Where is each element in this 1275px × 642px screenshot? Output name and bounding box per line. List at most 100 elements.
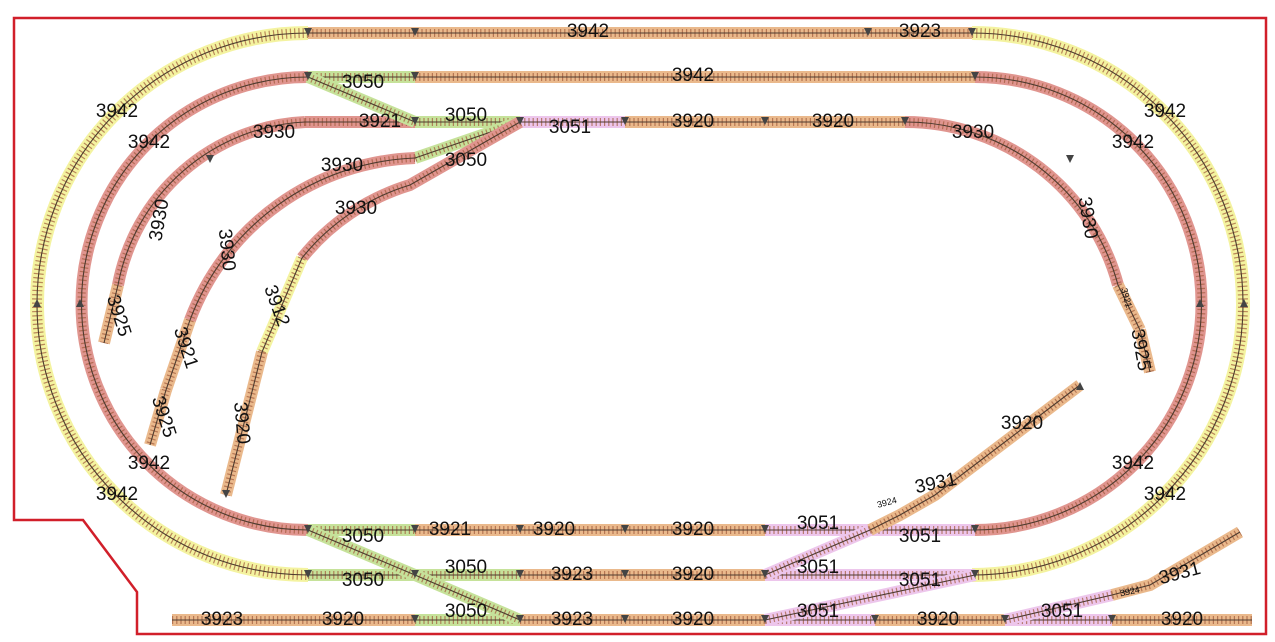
- track-label-bot1-3920-b: 3920: [672, 519, 714, 540]
- diag-branch-rail: [869, 384, 1081, 531]
- joint-marker: [971, 570, 979, 578]
- joint-marker: [1108, 615, 1116, 623]
- cross-top-1-rail: [307, 76, 416, 123]
- joint-marker: [901, 117, 909, 125]
- track-label-bot3-3923-a: 3923: [201, 609, 243, 630]
- joint-marker: [1196, 299, 1204, 307]
- track-label-bot2-3920: 3920: [672, 564, 714, 585]
- fifth-curve: [297, 116, 523, 262]
- track-label-sw-3050-f: 3050: [342, 570, 384, 591]
- joint-marker: [621, 525, 629, 533]
- joint-marker: [304, 72, 312, 80]
- fifth-end: [220, 350, 268, 497]
- joint-marker: [411, 570, 419, 578]
- track-label-bot2-3923: 3923: [551, 564, 593, 585]
- joint-marker: [971, 72, 979, 80]
- third-left-end: [98, 283, 124, 345]
- joint-marker: [761, 570, 769, 578]
- track-label-diag-3924-small-b: 3924: [1119, 584, 1141, 598]
- track-label-outer-left-top: 3942: [96, 101, 138, 122]
- cross-bot-4-rail: [764, 574, 976, 621]
- track-label-outer-left-bottom: 3942: [96, 484, 138, 505]
- third-right-end-rail: [1139, 329, 1151, 373]
- track-label-diag-3931-a: 3931: [913, 469, 959, 498]
- joint-marker: [304, 28, 312, 36]
- joint-marker: [411, 117, 419, 125]
- joint-marker: [516, 615, 524, 623]
- joint-marker: [1076, 382, 1084, 390]
- fifth-curve-rail: [301, 121, 521, 259]
- cross-bot-3: [762, 524, 873, 581]
- cross-bot-5-rail: [1004, 594, 1113, 621]
- track-label-outer-right-bottom: 3942: [1144, 484, 1186, 505]
- track-label-diag-3920: 3920: [1001, 413, 1043, 434]
- diag-branch: [867, 380, 1084, 536]
- room-outline: [12, 16, 1268, 636]
- track-label-bot3-3920-b: 3920: [672, 609, 714, 630]
- track-label-bot3-3051-b: 3051: [1041, 601, 1083, 622]
- joint-marker: [761, 525, 769, 533]
- joint-marker: [1001, 615, 1009, 623]
- track-label-left2-3930-v: 3930: [214, 228, 239, 272]
- joint-marker: [411, 72, 419, 80]
- cross-bot-1-rail: [307, 529, 416, 576]
- track-label-sw-3050-d: 3050: [342, 526, 384, 547]
- third-right-small-rail: [1117, 284, 1141, 331]
- joint-marker: [411, 615, 419, 623]
- diag-branch-band: [867, 380, 1084, 536]
- track-label-sw-3050-e: 3050: [445, 557, 487, 578]
- track-label-right-3930-v: 3930: [1073, 195, 1101, 240]
- track-label-bot1-3920-a: 3920: [533, 519, 575, 540]
- joint-marker: [206, 155, 214, 163]
- fifth-yellow-rail: [261, 257, 303, 353]
- cross-bot-2-rail: [414, 574, 521, 621]
- track-label-bot3-3920-a: 3920: [322, 609, 364, 630]
- track-label-second-top: 3942: [672, 65, 714, 86]
- fourth-left-curve-rail: [189, 157, 416, 321]
- track-label-bot3-3920-d: 3920: [1161, 609, 1203, 630]
- joint-marker: [968, 28, 976, 36]
- joint-marker: [1066, 155, 1074, 163]
- cross-top-1: [305, 71, 418, 128]
- track-label-outer-top-1: 3942: [567, 21, 609, 42]
- joint-marker: [621, 570, 629, 578]
- joint-marker: [761, 615, 769, 623]
- joint-marker: [516, 117, 524, 125]
- track-label-bot1-3051-b: 3051: [899, 526, 941, 547]
- track-label-inner-3930-mid: 3930: [321, 155, 363, 176]
- track-label-sw-3051-top: 3051: [549, 117, 591, 138]
- track-label-left3-3920-v: 3920: [229, 401, 254, 445]
- track-label-top-3920-a: 3920: [672, 111, 714, 132]
- track-label-sw-3050-g: 3050: [445, 601, 487, 622]
- joint-marker: [1240, 299, 1248, 307]
- third-right-curve-rail: [904, 121, 1119, 286]
- fourth-left-small: [160, 318, 196, 392]
- track-label-diag-3924-small: 3924: [876, 495, 898, 510]
- joint-marker: [304, 525, 312, 533]
- third-left-curve: [112, 116, 306, 287]
- third-left-curve-rail: [117, 121, 306, 286]
- track-label-sw-3050-b: 3050: [445, 105, 487, 126]
- joint-marker: [411, 525, 419, 533]
- diag-branch-2: [1110, 526, 1244, 601]
- track-label-inner-3921-top: 3921: [359, 111, 401, 132]
- track-label-bot2-3051-b: 3051: [899, 570, 941, 591]
- fifth-yellow: [256, 255, 308, 355]
- fourth-left-end: [144, 388, 172, 447]
- track-label-outer-top-2: 3923: [899, 21, 941, 42]
- track-label-sw-3050-a: 3050: [342, 72, 384, 93]
- fourth-left-curve: [184, 152, 416, 323]
- track-label-right-3930: 3930: [952, 122, 994, 143]
- third-right-end: [1134, 328, 1156, 374]
- track-label-inner-3930-low: 3930: [335, 198, 377, 219]
- track-label-top-3920-b: 3920: [812, 111, 854, 132]
- third-left-end-rail: [103, 284, 119, 344]
- track-label-bot1-3921: 3921: [429, 519, 471, 540]
- fifth-end-rail: [225, 351, 263, 496]
- joint-marker: [761, 117, 769, 125]
- track-label-right-3925: 3925: [1126, 327, 1154, 372]
- joint-marker: [304, 570, 312, 578]
- fourth-left-end-rail: [149, 389, 167, 446]
